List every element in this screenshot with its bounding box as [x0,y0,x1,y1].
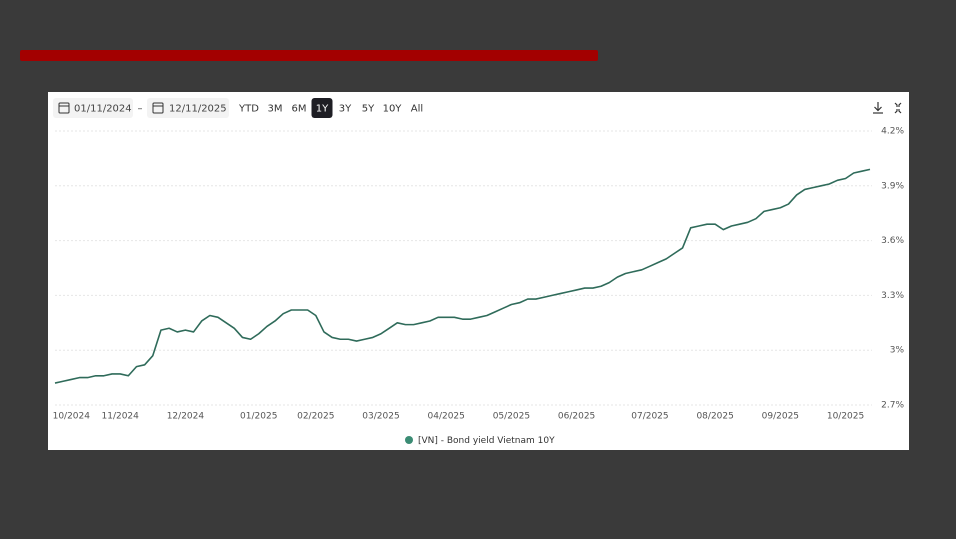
x-tick-label: 12/2024 [167,412,205,422]
calendar-icon [58,102,70,114]
x-tick-label: 08/2025 [696,412,733,422]
date-separator: – [138,104,143,115]
date-to-input[interactable] [147,98,229,118]
date-from-input[interactable] [53,98,133,118]
x-tick-label: 07/2025 [631,412,668,422]
legend-label: [VN] - Bond yield Vietnam 10Y [418,436,555,446]
y-tick-label: 2.7% [881,401,904,411]
x-tick-label: 04/2025 [428,412,465,422]
range-button-bg [311,98,333,118]
y-tick-label: 4.2% [881,127,904,137]
x-tick-label: 09/2025 [762,412,799,422]
chart-panel [48,92,909,450]
x-tick-label: 10/2025 [827,412,864,422]
x-tick-label: 03/2025 [362,412,399,422]
range-button[interactable]: YTD [238,104,259,115]
y-tick-label: 3% [890,346,905,356]
range-button[interactable]: 1Y [316,104,329,115]
x-tick-label: 01/2025 [240,412,277,422]
range-button[interactable]: 6M [292,104,307,115]
collapse-icon[interactable] [894,102,902,114]
y-tick-label: 3.9% [881,181,904,191]
x-tick-label: 05/2025 [493,412,530,422]
date-from: 01/11/2024 [74,104,132,115]
range-button[interactable]: 3M [268,104,283,115]
legend-marker [405,436,413,444]
range-button[interactable]: 10Y [383,104,403,115]
range-button[interactable]: 3Y [339,104,352,115]
x-tick-label: 06/2025 [558,412,595,422]
range-button[interactable]: All [411,104,423,115]
range-button[interactable]: 5Y [362,104,375,115]
x-tick-label: 10/2024 [53,412,91,422]
accent-bar [20,50,598,61]
calendar-icon [152,102,164,114]
x-tick-label: 02/2025 [297,412,334,422]
line [54,168,871,384]
y-tick-label: 3.3% [881,291,904,301]
date-to: 12/11/2025 [169,104,227,115]
x-tick-label: 11/2024 [102,412,140,422]
y-tick-label: 3.6% [881,236,904,246]
download-icon[interactable] [873,102,883,114]
